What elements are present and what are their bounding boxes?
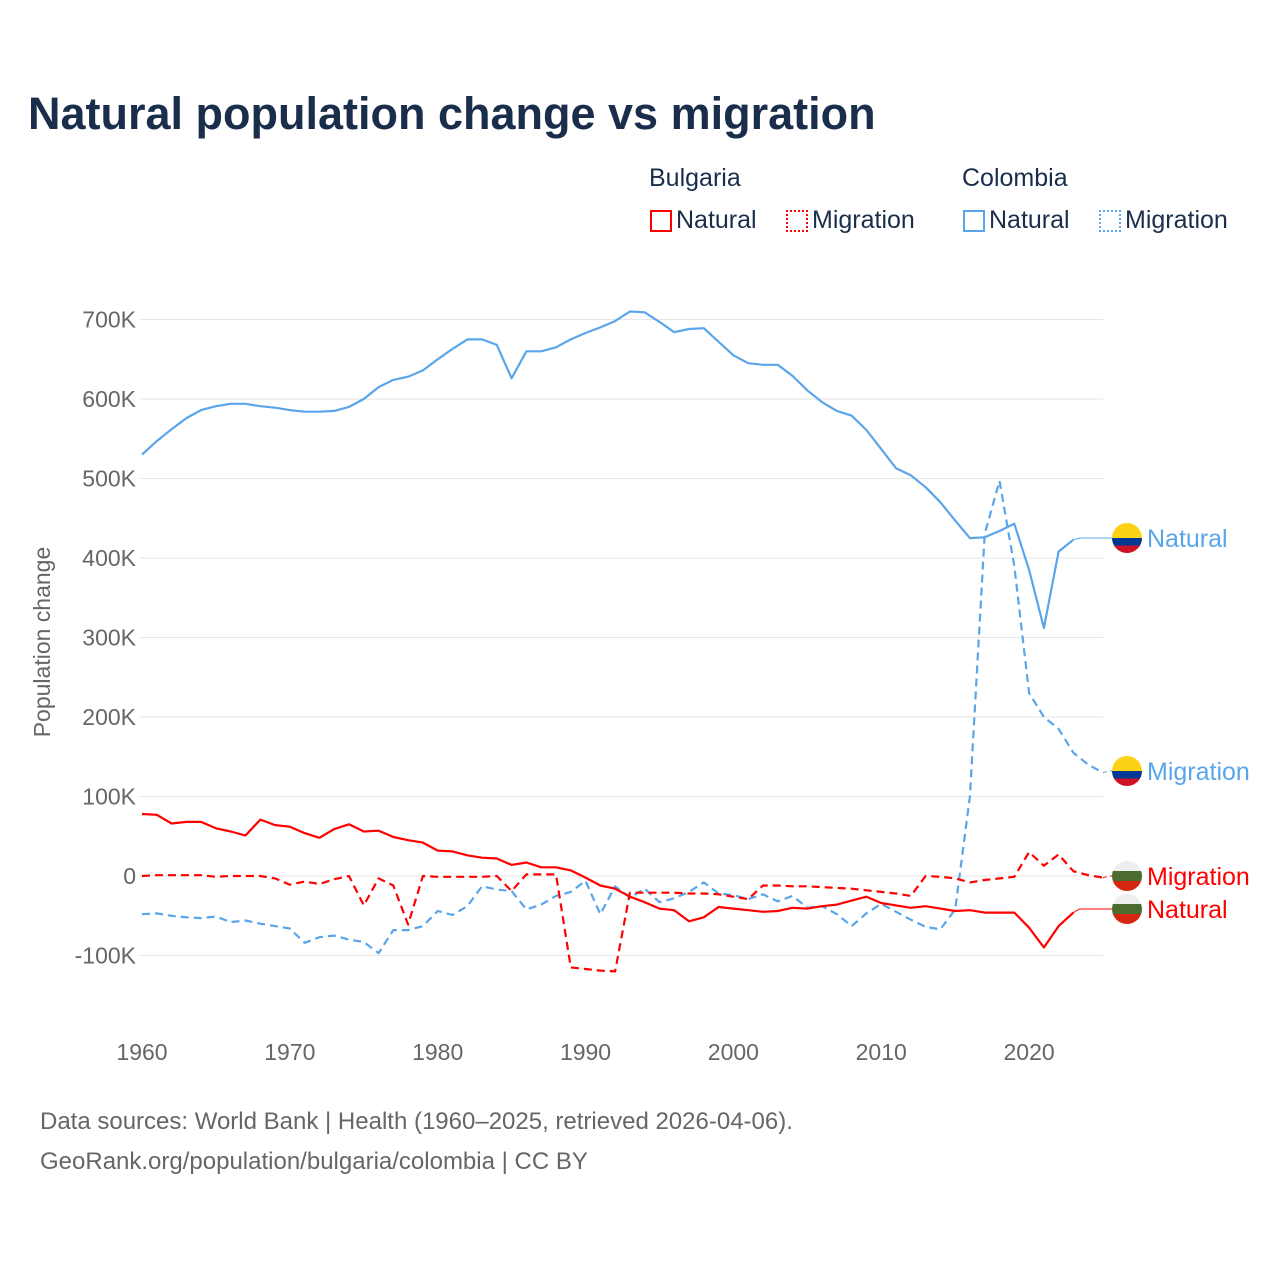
y-tick-label: 300K xyxy=(82,625,136,651)
footer-link[interactable]: GeoRank.org/population/bulgaria/colombia… xyxy=(40,1148,588,1175)
legend-group-bulgaria: Bulgaria xyxy=(649,164,741,192)
flag-band xyxy=(1112,881,1142,891)
x-tick-label: 2010 xyxy=(856,1039,907,1065)
series-line-colombia-natural xyxy=(141,310,1075,630)
flag-band xyxy=(1112,523,1142,539)
legend-colombia-natural[interactable]: Natural xyxy=(963,206,1070,235)
legend-bulgaria-natural[interactable]: Natural xyxy=(650,206,757,235)
series-end-label: Natural xyxy=(1147,896,1228,924)
label-connector xyxy=(1102,770,1112,774)
y-tick-label: 0 xyxy=(123,863,136,889)
flag-band xyxy=(1112,538,1142,546)
bulgaria-flag-icon xyxy=(1112,861,1142,891)
y-tick-label: 700K xyxy=(82,307,136,333)
x-tick-label: 1990 xyxy=(560,1039,611,1065)
x-tick-label: 2020 xyxy=(1003,1039,1054,1065)
flag-band xyxy=(1112,894,1142,905)
legend-swatch-dotted-blue xyxy=(1099,209,1121,232)
series-end-label: Migration xyxy=(1147,758,1250,786)
flag-band xyxy=(1112,904,1142,915)
x-tick-label: 1980 xyxy=(412,1039,463,1065)
y-tick-label: 200K xyxy=(82,704,136,730)
legend-label: Migration xyxy=(1125,206,1228,234)
colombia-flag-icon xyxy=(1112,756,1142,786)
y-axis-label: Population change xyxy=(29,547,55,738)
label-connector xyxy=(1073,537,1112,541)
legend-group-colombia: Colombia xyxy=(962,164,1068,192)
colombia-flag-icon xyxy=(1112,523,1142,553)
legend-swatch-solid-blue xyxy=(963,209,985,232)
legend-label: Migration xyxy=(812,206,915,234)
x-tick-label: 2000 xyxy=(708,1039,759,1065)
bulgaria-flag-icon xyxy=(1112,894,1142,924)
y-tick-label: 600K xyxy=(82,386,136,412)
series-line-bulgaria-natural xyxy=(141,812,1075,949)
flag-band xyxy=(1112,871,1142,882)
flag-band xyxy=(1112,771,1142,779)
flag-band xyxy=(1112,778,1142,786)
y-tick-label: 500K xyxy=(82,466,136,492)
label-connector xyxy=(1073,908,1112,913)
y-tick-label: 100K xyxy=(82,784,136,810)
flag-band xyxy=(1112,756,1142,772)
legend-label: Natural xyxy=(676,206,757,234)
x-tick-label: 1960 xyxy=(116,1039,167,1065)
label-connector xyxy=(1102,875,1112,879)
legend-label: Natural xyxy=(989,206,1070,234)
y-tick-label: -100K xyxy=(75,943,137,969)
flag-band xyxy=(1112,914,1142,924)
series-end-label: Natural xyxy=(1147,525,1228,553)
series-line-bulgaria-migration xyxy=(141,850,1104,973)
y-tick-label: 400K xyxy=(82,545,136,571)
legend-colombia-migration[interactable]: Migration xyxy=(1099,206,1228,235)
flag-band xyxy=(1112,545,1142,553)
legend-swatch-solid-red xyxy=(650,209,672,232)
legend-swatch-dotted-red xyxy=(786,209,808,232)
chart-title: Natural population change vs migration xyxy=(28,88,876,139)
footer-sources: Data sources: World Bank | Health (1960–… xyxy=(40,1108,793,1135)
series-end-label: Migration xyxy=(1147,863,1250,891)
legend-bulgaria-migration[interactable]: Migration xyxy=(786,206,915,235)
flag-band xyxy=(1112,861,1142,872)
x-tick-label: 1970 xyxy=(264,1039,315,1065)
series-line-colombia-migration xyxy=(141,479,1104,955)
